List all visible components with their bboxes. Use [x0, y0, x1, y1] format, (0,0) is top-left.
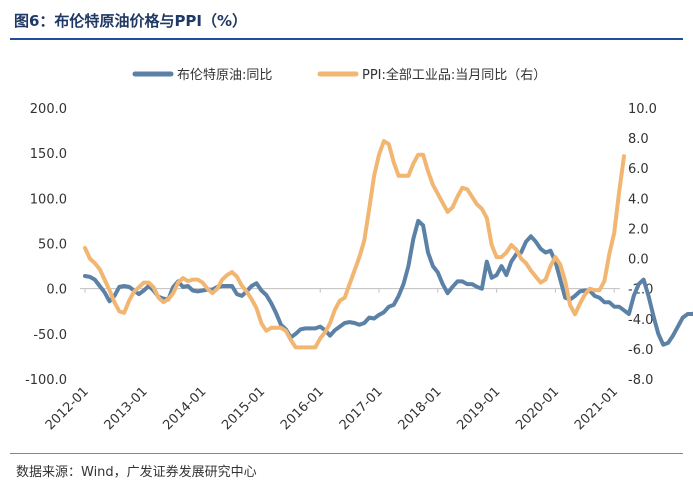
title-divider [10, 38, 683, 40]
x-tick-label: 2017-01 [337, 384, 386, 433]
right-axis-ticks: 10.08.06.04.02.00.0-2.0-4.0-6.0-8.0 [628, 102, 657, 388]
left-axis-ticks: 200.0 150.0 100.0 50.0 0.0 -50.0 -100.0 [25, 102, 67, 388]
x-tick-label: 2021-01 [572, 384, 621, 433]
right-tick-label: 6.0 [628, 162, 649, 177]
x-tick-label: 2014-01 [160, 384, 209, 433]
x-tick-label: 2020-01 [513, 384, 562, 433]
legend-label-ppi: PPI:全部工业品:当月同比（右） [362, 67, 546, 83]
right-tick-label: -6.0 [628, 343, 653, 358]
source-divider [10, 453, 683, 454]
left-tick-label: 150.0 [30, 147, 67, 162]
right-tick-label: 2.0 [628, 222, 649, 237]
x-tick-label: 2012-01 [43, 384, 92, 433]
left-tick-label: -100.0 [25, 373, 67, 388]
left-tick-label: -50.0 [33, 328, 67, 343]
right-tick-label: 4.0 [628, 192, 649, 207]
right-tick-label: 10.0 [628, 102, 657, 117]
x-tick-label: 2018-01 [396, 384, 445, 433]
x-axis-ticks: 2012-01 2013-01 2014-01 2015-01 2016-01 2017-… [43, 288, 621, 433]
left-tick-label: 0.0 [46, 283, 67, 298]
legend: 布伦特原油:同比 PPI:全部工业品:当月同比（右） [132, 67, 546, 83]
x-tick-label: 2019-01 [454, 384, 503, 433]
x-tick-label: 2016-01 [278, 384, 327, 433]
left-tick-label: 200.0 [30, 102, 67, 117]
series-lines [83, 139, 693, 350]
right-tick-label: -4.0 [628, 313, 653, 328]
x-tick-label: 2015-01 [219, 384, 268, 433]
right-tick-label: 8.0 [628, 132, 649, 147]
x-tick-label: 2013-01 [102, 384, 151, 433]
figure-title: 图6：布伦特原油价格与PPI（%） [14, 12, 248, 30]
ppi-yoy-line [83, 139, 626, 350]
right-tick-label: -8.0 [628, 373, 653, 388]
left-tick-label: 100.0 [30, 192, 67, 207]
legend-label-brent: 布伦特原油:同比 [177, 68, 272, 83]
right-tick-label: 0.0 [628, 253, 649, 268]
brent-yoy-line [83, 218, 693, 347]
data-source-note: 数据来源：Wind，广发证券发展研究中心 [16, 465, 257, 480]
left-tick-label: 50.0 [38, 238, 67, 253]
